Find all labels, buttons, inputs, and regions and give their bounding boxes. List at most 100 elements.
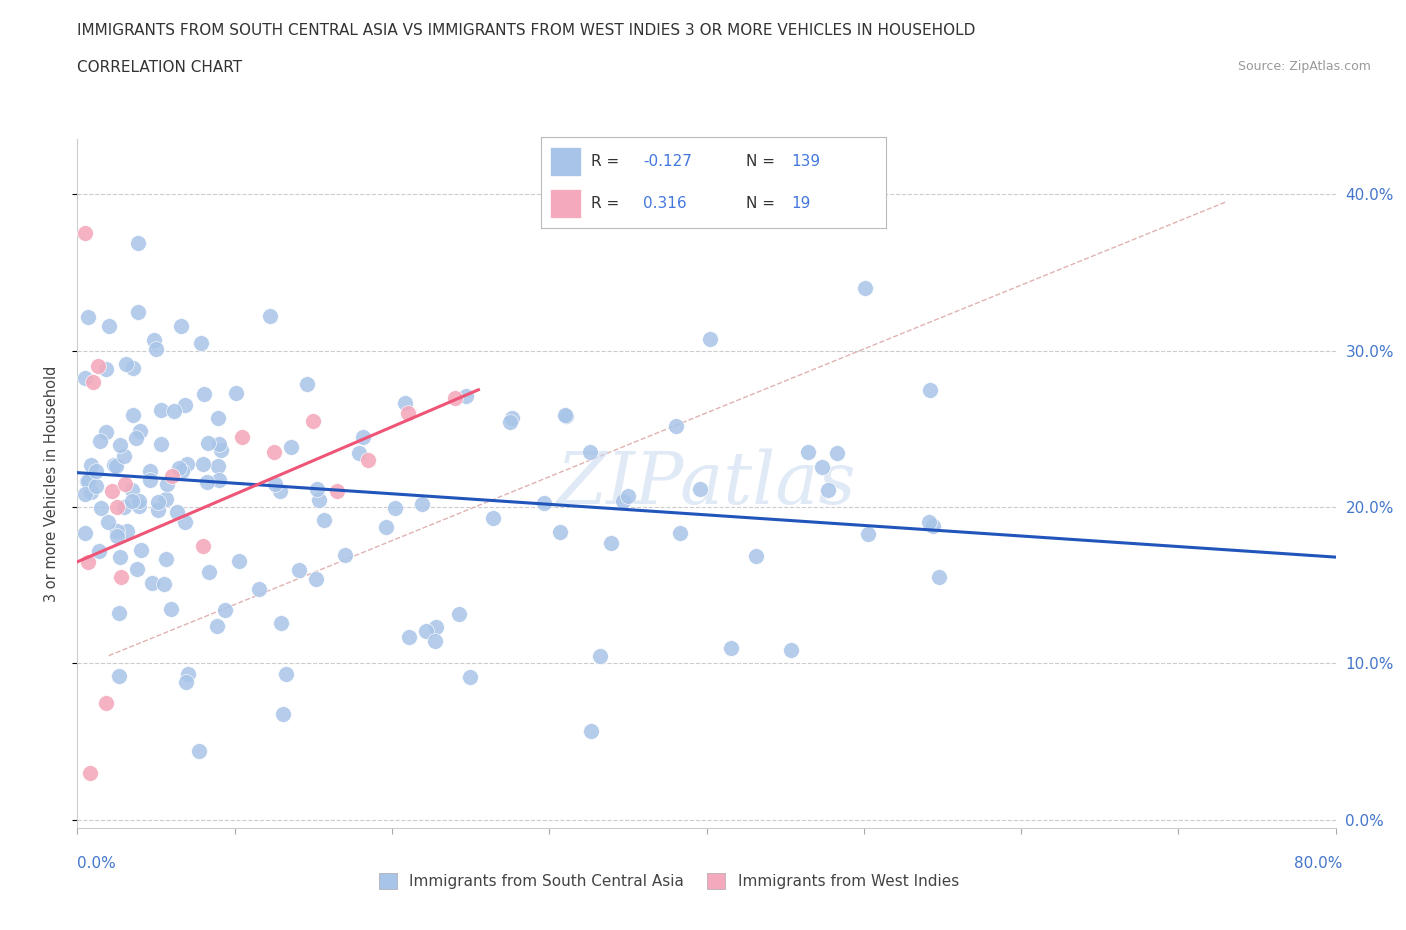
Point xyxy=(103,458,125,472)
Point xyxy=(110,550,132,565)
Point xyxy=(384,501,406,516)
Point xyxy=(193,386,215,401)
Point xyxy=(617,488,640,503)
Point xyxy=(447,607,470,622)
Point xyxy=(110,570,132,585)
Point xyxy=(112,448,135,463)
Point xyxy=(411,497,433,512)
Point xyxy=(928,570,950,585)
Point xyxy=(94,695,117,710)
Text: 0.316: 0.316 xyxy=(643,195,686,211)
Point xyxy=(744,549,766,564)
Point xyxy=(80,458,103,472)
Point xyxy=(225,385,247,400)
Point xyxy=(918,515,941,530)
Text: R =: R = xyxy=(592,153,624,169)
Point xyxy=(104,458,127,473)
Text: N =: N = xyxy=(747,153,780,169)
Point xyxy=(669,525,692,540)
Point xyxy=(98,319,121,334)
Y-axis label: 3 or more Vehicles in Household: 3 or more Vehicles in Household xyxy=(44,365,59,602)
Point xyxy=(156,476,179,491)
Point xyxy=(720,641,742,656)
Point xyxy=(259,308,281,323)
Point xyxy=(121,483,143,498)
Point xyxy=(312,512,335,527)
Point xyxy=(101,484,124,498)
Point xyxy=(146,494,169,509)
Text: R =: R = xyxy=(592,195,624,211)
Point xyxy=(125,562,148,577)
Point xyxy=(825,446,848,461)
Point xyxy=(548,525,571,539)
Point xyxy=(228,553,250,568)
Text: 139: 139 xyxy=(792,153,820,169)
Text: Source: ZipAtlas.com: Source: ZipAtlas.com xyxy=(1237,60,1371,73)
Point xyxy=(208,437,231,452)
Text: -0.127: -0.127 xyxy=(643,153,692,169)
Point xyxy=(122,407,145,422)
Point xyxy=(94,361,117,376)
Point xyxy=(129,542,152,557)
Point xyxy=(143,332,166,347)
Point xyxy=(689,482,711,497)
Point xyxy=(149,436,172,451)
Point xyxy=(415,623,437,638)
Point xyxy=(195,475,218,490)
Point xyxy=(197,435,219,450)
Point xyxy=(82,375,104,390)
Point xyxy=(129,423,152,438)
Point xyxy=(114,476,136,491)
Point xyxy=(112,500,135,515)
Point xyxy=(456,389,478,404)
Point xyxy=(75,525,97,540)
Point xyxy=(174,515,197,530)
Point xyxy=(308,493,330,508)
Point xyxy=(160,469,183,484)
Point xyxy=(207,410,229,425)
Point xyxy=(579,724,602,738)
Point xyxy=(263,477,285,492)
Point xyxy=(918,383,941,398)
Point xyxy=(274,667,297,682)
Point xyxy=(482,511,505,525)
Point xyxy=(160,601,183,616)
Point xyxy=(170,463,193,478)
Text: 0.0%: 0.0% xyxy=(77,856,117,870)
Point xyxy=(817,483,839,498)
Point xyxy=(108,437,131,452)
Point xyxy=(231,430,253,445)
Point xyxy=(295,377,318,392)
Point xyxy=(125,431,148,445)
Point xyxy=(127,236,149,251)
FancyBboxPatch shape xyxy=(550,189,581,218)
Point xyxy=(94,424,117,439)
Point xyxy=(533,496,555,511)
Legend: Immigrants from South Central Asia, Immigrants from West Indies: Immigrants from South Central Asia, Immi… xyxy=(378,873,959,889)
Point xyxy=(347,445,370,460)
Text: ZIPatlas: ZIPatlas xyxy=(557,448,856,519)
Point xyxy=(122,361,145,376)
Point xyxy=(270,615,292,630)
Point xyxy=(191,538,215,553)
Point xyxy=(589,648,612,663)
Point xyxy=(444,391,467,405)
Point xyxy=(115,524,138,538)
Point xyxy=(138,464,160,479)
Point xyxy=(458,670,481,684)
Point xyxy=(87,544,110,559)
Point xyxy=(75,370,97,385)
Point xyxy=(149,403,172,418)
Point xyxy=(176,457,198,472)
Point xyxy=(247,581,270,596)
Point xyxy=(76,474,98,489)
Point xyxy=(166,505,188,520)
Point xyxy=(394,395,416,410)
Point xyxy=(856,526,879,541)
Point xyxy=(155,551,177,566)
Point xyxy=(699,331,721,346)
Point xyxy=(352,430,374,445)
Point xyxy=(357,453,380,468)
Point xyxy=(326,484,349,498)
Point xyxy=(579,445,602,459)
